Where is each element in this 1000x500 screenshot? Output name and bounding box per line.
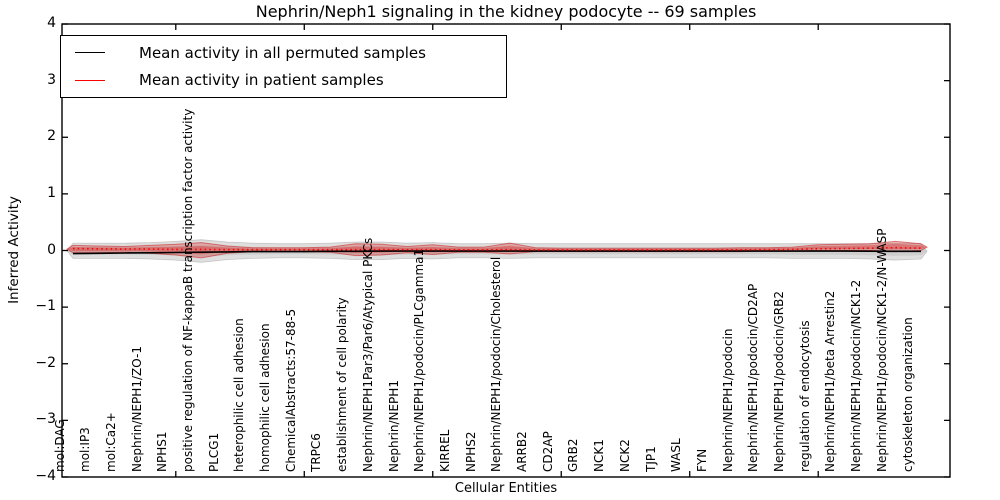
y-tick-label-3: 3: [47, 71, 56, 88]
legend-row-permuted: Mean activity in all permuted samples: [61, 40, 506, 66]
y-tick-label-1: 1: [47, 184, 56, 201]
y-tick-label-0: 0: [47, 241, 56, 258]
y-tick-label-−4: −4: [35, 467, 56, 484]
mean-permuted-line: [72, 250, 921, 255]
x-axis-title: Cellular Entities: [454, 481, 558, 496]
chart-title: Nephrin/Neph1 signaling in the kidney po…: [255, 2, 757, 21]
legend-line-sample-black: [75, 52, 105, 54]
legend-row-patient: Mean activity in patient samples: [61, 67, 506, 93]
legend-box: Mean activity in all permuted samples Me…: [60, 35, 507, 98]
y-tick-label-−2: −2: [35, 354, 56, 371]
y-tick-label-−1: −1: [35, 298, 56, 315]
y-tick-label-4: 4: [47, 15, 56, 32]
mean-patient-line: [72, 246, 922, 251]
legend-label-patient: Mean activity in patient samples: [139, 71, 384, 90]
y-tick-label-2: 2: [47, 128, 56, 145]
y-axis-title: Inferred Activity: [6, 196, 22, 304]
legend-label-permuted: Mean activity in all permuted samples: [139, 43, 426, 62]
legend-line-sample-red: [75, 79, 105, 81]
y-tick-label-−3: −3: [35, 411, 56, 428]
